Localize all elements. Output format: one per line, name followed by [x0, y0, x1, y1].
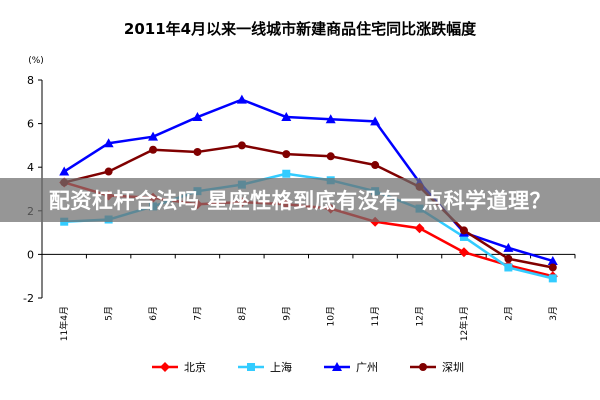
- data-point: [281, 112, 292, 122]
- data-point: [149, 145, 158, 154]
- legend-item: 上海: [238, 360, 292, 374]
- data-point: [326, 152, 335, 161]
- data-point: [236, 94, 247, 104]
- x-tick-label: 3月: [548, 306, 559, 321]
- data-point: [504, 263, 513, 272]
- data-point: [282, 150, 291, 159]
- data-point: [370, 116, 381, 126]
- data-point: [148, 131, 159, 141]
- legend-swatch-marker: [160, 362, 170, 372]
- series-line: [63, 144, 554, 269]
- data-point: [325, 114, 336, 124]
- x-tick-label: 5月: [104, 306, 115, 321]
- data-point: [458, 247, 469, 258]
- data-point: [237, 141, 246, 150]
- legend-swatch-marker: [247, 363, 255, 371]
- data-point: [371, 161, 380, 170]
- overlay-text: 配资杠杆合法吗 星座性格到底有没有一点科学道理？: [48, 189, 552, 213]
- y-tick-label: 0: [27, 248, 34, 261]
- legend-swatch-marker: [332, 362, 342, 371]
- data-point: [414, 223, 425, 234]
- data-point: [59, 166, 70, 176]
- x-tick-label: 12年1月: [458, 306, 470, 341]
- x-tick-label: 11年4月: [58, 306, 70, 341]
- x-tick-label: 7月: [192, 306, 203, 321]
- data-point: [548, 263, 557, 272]
- legend-item: 深圳: [410, 361, 464, 374]
- y-tick-label: 8: [27, 74, 34, 87]
- data-point: [103, 138, 114, 148]
- legend-swatch-marker: [419, 363, 427, 371]
- chart-title: 2011年4月以来一线城市新建商品住宅同比涨跌幅度: [124, 20, 477, 38]
- y-tick-label: 4: [27, 161, 34, 174]
- data-point: [459, 226, 468, 235]
- legend-item: 北京: [152, 360, 206, 374]
- x-tick-label: 2月: [503, 306, 514, 321]
- x-tick-label: 6月: [148, 306, 159, 321]
- overlay-banner: 配资杠杆合法吗 星座性格到底有没有一点科学道理？: [0, 178, 600, 222]
- data-point: [459, 232, 468, 241]
- y-axis-unit: (%): [28, 56, 44, 66]
- x-axis-ticks: 11年4月 5月 6月 7月 8月 9月 10月 11月 12月 12年1月 2月 3月: [41, 254, 576, 341]
- x-tick-label: 10月: [326, 306, 337, 326]
- x-tick-label: 9月: [281, 306, 292, 321]
- x-tick-label: 11月: [370, 306, 381, 326]
- data-point: [104, 167, 113, 176]
- y-tick-label: 6: [27, 118, 34, 131]
- data-point: [282, 169, 291, 178]
- data-point: [504, 254, 513, 263]
- data-point: [193, 147, 202, 156]
- legend-label: 广州: [356, 361, 378, 374]
- data-point: [548, 274, 557, 283]
- legend-label: 上海: [270, 360, 292, 374]
- legend: 北京 上海 广州 深圳: [152, 360, 464, 374]
- data-point: [503, 242, 514, 252]
- data-point: [192, 112, 203, 122]
- legend-label: 深圳: [442, 361, 464, 374]
- data-point: [547, 255, 558, 265]
- legend-label: 北京: [184, 360, 206, 374]
- y-tick-label: -2: [23, 292, 34, 305]
- x-tick-label: 8月: [237, 306, 248, 321]
- x-tick-label: 12月: [415, 306, 426, 326]
- legend-item: 广州: [324, 361, 378, 374]
